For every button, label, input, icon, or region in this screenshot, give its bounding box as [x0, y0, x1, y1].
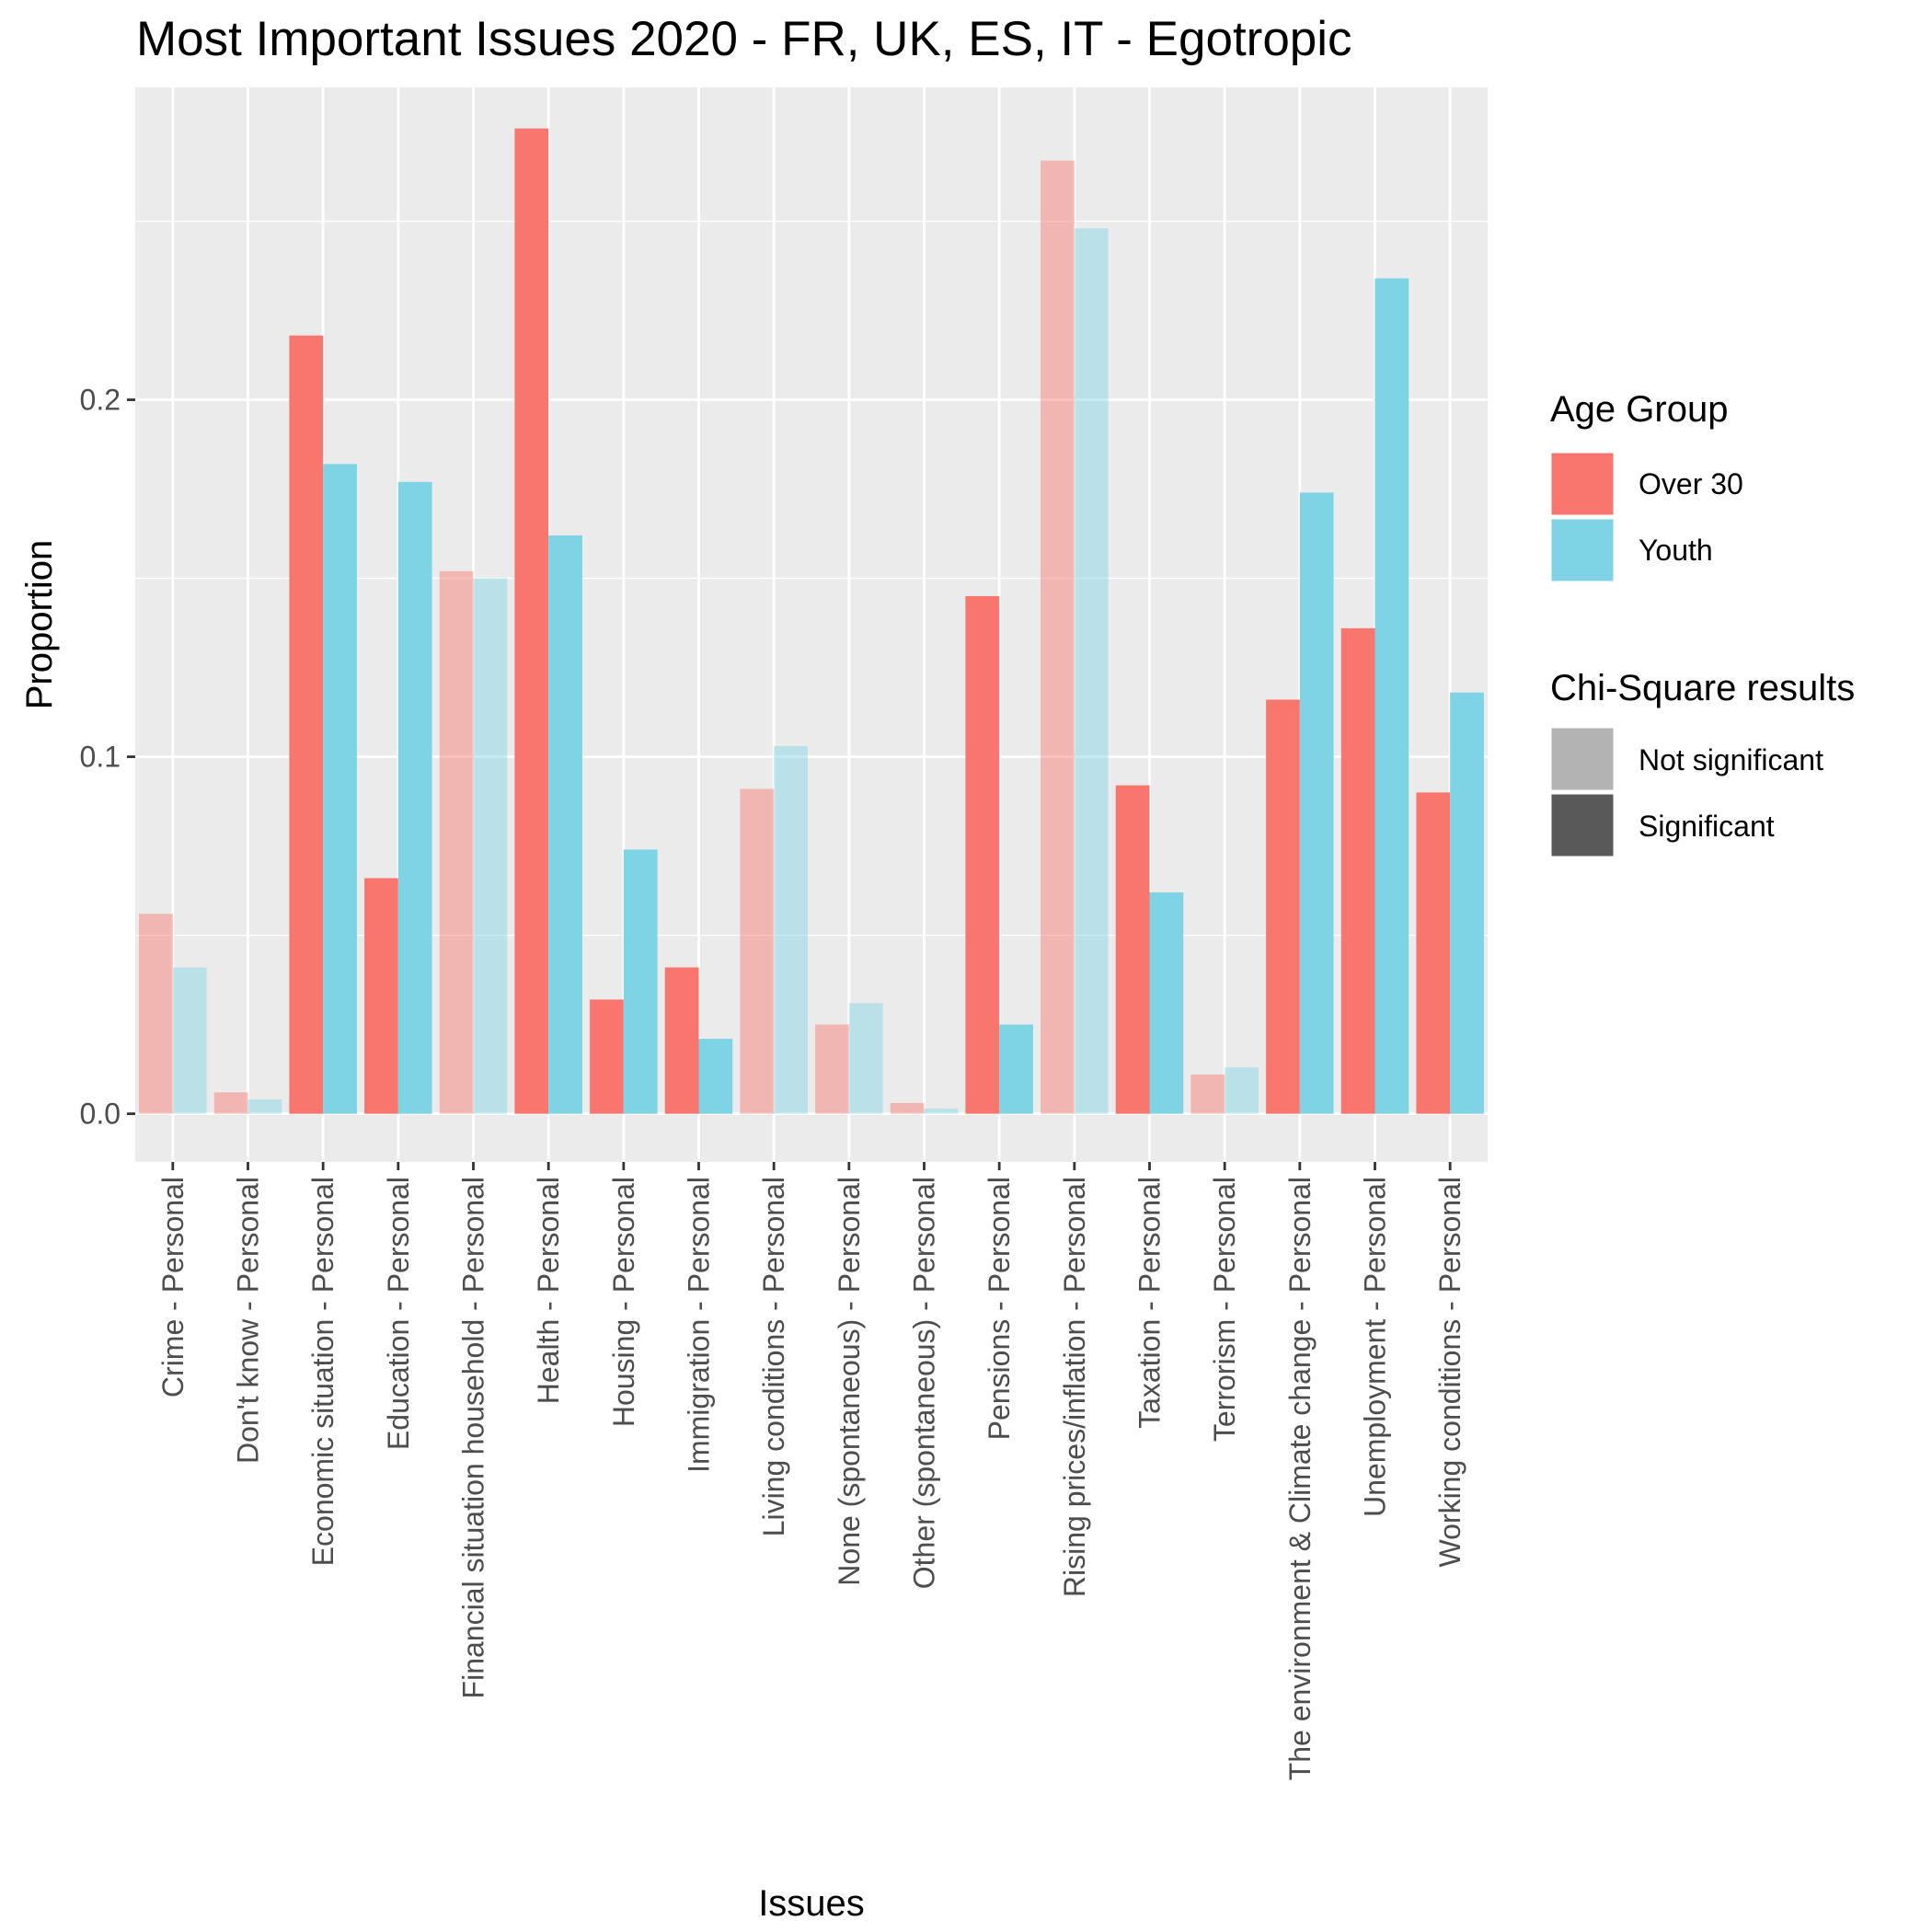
x-axis-title: Issues [758, 1883, 865, 1924]
legend-label-significant: Significant [1639, 810, 1775, 843]
bar-over-30-8 [740, 788, 775, 1114]
bar-youth-14 [1225, 1067, 1259, 1114]
bar-over-30-13 [1115, 785, 1150, 1114]
bar-youth-15 [1299, 492, 1334, 1114]
x-tick-label: Other (spontaneous) - Personal [908, 1177, 941, 1589]
legend: Age Group Over 30 Youth Chi-Square resul… [1548, 389, 1855, 859]
chart-title: Most Important Issues 2020 - FR, UK, ES,… [136, 12, 1352, 66]
x-tick-label: Pensions - Personal [983, 1177, 1016, 1440]
legend-key-over-30 [1548, 450, 1616, 518]
bar-over-30-5 [514, 128, 549, 1114]
x-tick-label: Health - Personal [532, 1177, 565, 1404]
x-tick-label: Education - Personal [382, 1177, 415, 1450]
x-tick-label: The environment & Climate change - Perso… [1283, 1177, 1317, 1780]
plot-panel [135, 87, 1488, 1162]
legend-title-age-group: Age Group [1550, 389, 1728, 430]
x-tick-label: Economic situation - Personal [306, 1177, 339, 1566]
legend-title-chi-square: Chi-Square results [1550, 668, 1855, 708]
bar-over-30-3 [364, 878, 398, 1114]
bar-youth-13 [1149, 892, 1184, 1114]
bar-youth-5 [548, 535, 582, 1114]
x-tick-label: Financial situation household - Personal [457, 1177, 490, 1698]
bar-youth-10 [924, 1108, 959, 1114]
bar-over-30-10 [890, 1102, 925, 1114]
y-tick-label: 0.1 [80, 741, 121, 774]
bar-over-30-2 [289, 335, 324, 1114]
bar-youth-8 [774, 745, 808, 1114]
y-axis-title: Proportion [19, 540, 60, 710]
bar-youth-4 [473, 578, 508, 1114]
x-tick-label: Rising prices/inflation - Personal [1058, 1177, 1091, 1597]
x-tick-label: Unemployment - Personal [1359, 1177, 1392, 1517]
bar-youth-12 [1074, 228, 1109, 1114]
bar-youth-6 [623, 849, 658, 1114]
legend-key-not-significant [1548, 725, 1616, 793]
bar-over-30-12 [1041, 160, 1075, 1114]
bar-over-30-6 [590, 999, 624, 1114]
bar-over-30-17 [1416, 792, 1451, 1114]
y-tick-label: 0.2 [80, 384, 121, 417]
x-tick-label: Crime - Personal [156, 1177, 190, 1397]
bar-over-30-16 [1340, 627, 1375, 1114]
bar-over-30-0 [139, 914, 173, 1114]
y-tick-label: 0.0 [80, 1098, 121, 1131]
axes: 0.0 0.1 0.2 Crime - Personal Don't know - Pe… [80, 384, 1467, 1781]
bar-youth-2 [323, 464, 357, 1114]
bar-over-30-7 [664, 967, 699, 1114]
legend-key-youth [1548, 516, 1616, 584]
bar-youth-9 [848, 1003, 883, 1114]
bar-over-30-1 [213, 1092, 248, 1114]
bar-over-30-14 [1190, 1074, 1225, 1114]
x-tick-label: Living conditions - Personal [757, 1177, 790, 1536]
bar-youth-7 [698, 1039, 733, 1114]
bar-youth-3 [397, 481, 432, 1114]
x-tick-label: None (spontaneous) - Personal [833, 1177, 866, 1586]
bars [139, 128, 1484, 1114]
legend-key-significant [1548, 791, 1616, 859]
bar-over-30-11 [965, 595, 1000, 1114]
bar-over-30-4 [439, 570, 474, 1114]
bar-youth-0 [172, 967, 207, 1114]
x-tick-label: Working conditions - Personal [1433, 1177, 1466, 1568]
x-tick-label: Housing - Personal [607, 1177, 640, 1427]
x-tick-label: Immigration - Personal [683, 1177, 716, 1473]
bar-youth-16 [1374, 278, 1409, 1114]
x-tick-label: Don't know - Personal [232, 1177, 265, 1464]
bar-over-30-15 [1266, 699, 1300, 1114]
x-tick-label: Terrorism - Personal [1208, 1177, 1241, 1442]
legend-label-youth: Youth [1639, 534, 1713, 567]
bar-youth-17 [1450, 692, 1484, 1114]
bar-over-30-9 [815, 1024, 849, 1114]
legend-label-not-significant: Not significant [1639, 743, 1823, 776]
x-tick-label: Taxation - Personal [1133, 1177, 1167, 1429]
bar-youth-1 [247, 1099, 282, 1114]
legend-label-over-30: Over 30 [1639, 467, 1743, 500]
bar-youth-11 [999, 1024, 1033, 1114]
